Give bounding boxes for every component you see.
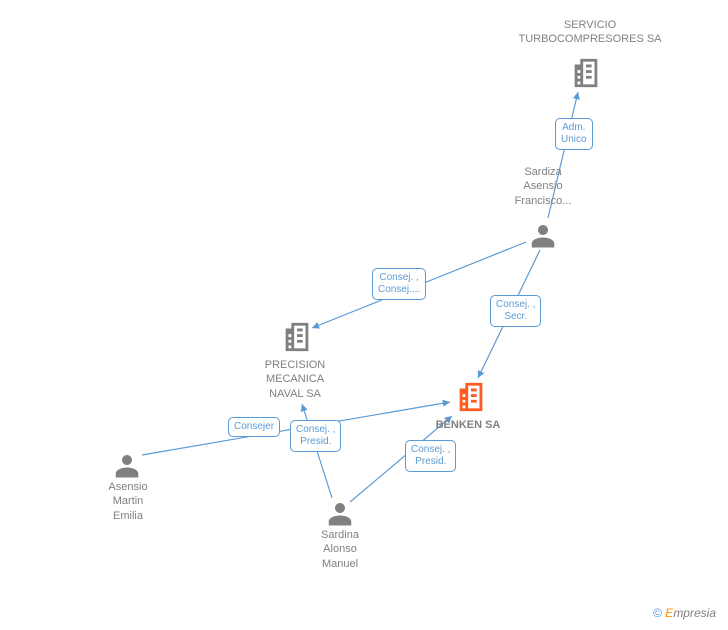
copyright-symbol: © (653, 606, 662, 620)
node-label[interactable]: BENKEN SA (428, 418, 508, 432)
edge-label[interactable]: Consejer (228, 417, 280, 437)
edge-label[interactable]: Consej. ,Presid. (290, 420, 341, 452)
edge-label[interactable]: Adm.Unico (555, 118, 593, 150)
person-icon[interactable] (528, 220, 558, 255)
footer: © Empresia (653, 606, 716, 620)
edge-label[interactable]: Consej. ,Consej.... (372, 268, 426, 300)
building-icon[interactable] (454, 380, 488, 419)
node-label[interactable]: SardizaAsensioFrancisco... (498, 165, 588, 208)
building-icon[interactable] (280, 320, 314, 359)
building-icon[interactable] (569, 56, 603, 95)
node-label[interactable]: PRECISIONMECANICANAVAL SA (250, 358, 340, 401)
node-label[interactable]: SardinaAlonsoManuel (305, 528, 375, 571)
node-label[interactable]: SERVICIOTURBOCOMPRESORES SA (500, 18, 680, 47)
brand: Empresia (665, 606, 716, 620)
diagram-canvas: Adm.Unico Consej. ,Consej.... Consej. ,Sec… (0, 0, 728, 630)
node-label[interactable]: AsensioMartinEmilia (93, 480, 163, 523)
edge-label[interactable]: Consej. ,Secr. (490, 295, 541, 327)
edge-label[interactable]: Consej. ,Presid. (405, 440, 456, 472)
